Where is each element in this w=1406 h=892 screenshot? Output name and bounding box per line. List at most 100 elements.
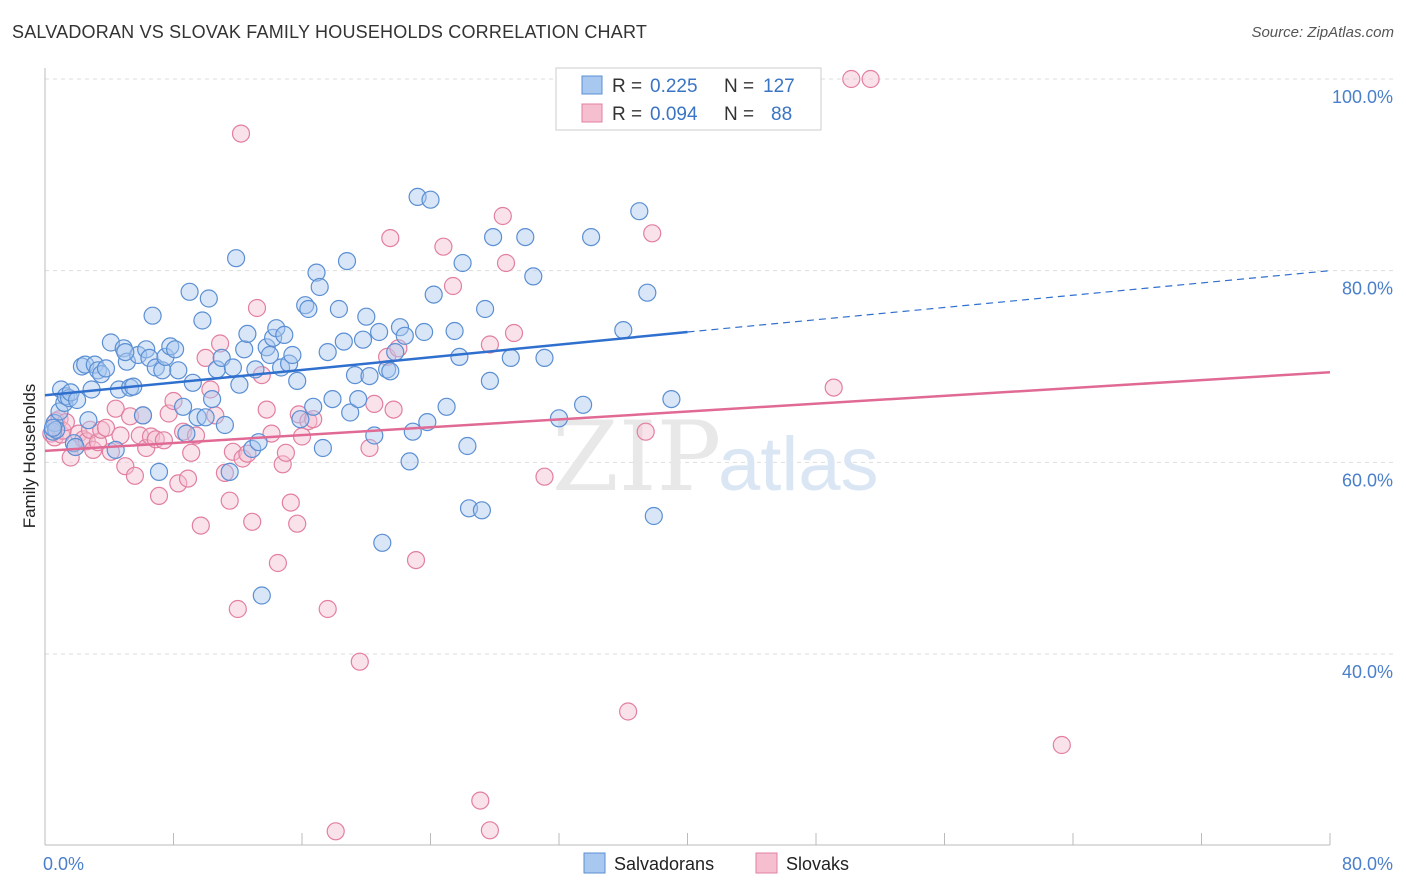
- slovak-point-18: [106, 399, 125, 418]
- slovak-point-64: [350, 652, 369, 671]
- slovak-point-31: [164, 391, 183, 411]
- slovak-point-37: [191, 516, 210, 535]
- salvadoran-point-120: [630, 202, 649, 221]
- salvadoran-point-106: [458, 436, 477, 456]
- salvadoran-point-32: [149, 462, 169, 481]
- salvadoran-point-51: [223, 358, 242, 377]
- salvadoran-point-33: [153, 361, 172, 380]
- bottom-legend-label-slovaks: Slovaks: [786, 854, 849, 874]
- slovak-point-74: [471, 791, 490, 810]
- salvadoran-point-15: [85, 355, 104, 374]
- slovak-point-41: [211, 334, 230, 353]
- legend-n-value: 127: [763, 76, 795, 97]
- salvadoran-point-45: [199, 289, 218, 308]
- salvadoran-point-27: [133, 406, 153, 425]
- slovak-point-75: [480, 335, 499, 354]
- salvadoran-point-110: [480, 371, 499, 390]
- salvadoran-point-74: [310, 277, 329, 297]
- salvadoran-point-112: [501, 348, 520, 367]
- slovak-point-78: [496, 253, 516, 273]
- legend-r-label: R =: [612, 76, 642, 97]
- salvadoran-point-77: [323, 390, 342, 409]
- salvadoran-point-95: [400, 452, 419, 471]
- salvadoran-point-75: [313, 438, 332, 458]
- chart-title: SALVADORAN VS SLOVAK FAMILY HOUSEHOLDS C…: [12, 22, 648, 42]
- salvadoran-point-29: [140, 348, 159, 367]
- salvadoran-point-76: [318, 343, 337, 362]
- bottom-legend-swatch-salvadorans: [583, 852, 606, 874]
- slovak-point-85: [842, 69, 861, 89]
- salvadoran-point-119: [614, 321, 633, 340]
- salvadoran-point-34: [156, 347, 175, 366]
- slovak-point-48: [243, 512, 262, 531]
- slovak-point-22: [125, 466, 144, 485]
- salvadoran-point-85: [357, 307, 376, 326]
- salvadoran-point-115: [535, 348, 554, 367]
- salvadoran-point-73: [307, 263, 326, 282]
- salvadoran-point-124: [43, 418, 63, 437]
- salvadoran-point-20: [106, 440, 125, 459]
- bottom-legend-label-salvadorans: Salvadorans: [614, 854, 714, 874]
- slovak-point-44: [223, 442, 242, 461]
- y-tick-label: 60.0%: [1342, 470, 1393, 490]
- slovak-point-88: [231, 124, 251, 143]
- salvadoran-point-49: [215, 415, 234, 435]
- slovak-point-63: [326, 822, 345, 841]
- salvadoran-point-52: [227, 249, 246, 268]
- salvadoran-point-100: [421, 190, 440, 209]
- slovak-point-28: [149, 486, 169, 505]
- salvadoran-point-94: [395, 326, 414, 345]
- slovak-point-62: [318, 599, 337, 619]
- slovak-point-55: [276, 443, 295, 462]
- salvadoran-point-118: [581, 228, 601, 247]
- salvadoran-point-62: [264, 328, 283, 347]
- x-tick-label: 80.0%: [1342, 854, 1393, 874]
- salvadoran-point-79: [334, 332, 353, 351]
- salvadoran-point-98: [415, 322, 434, 342]
- slovak-point-19: [111, 426, 130, 445]
- slovak-trend-line: [44, 371, 1331, 453]
- slovak-point-16: [96, 418, 116, 437]
- trend-lines: [44, 270, 1331, 453]
- slovak-point-21: [121, 407, 140, 426]
- watermark-atlas: atlas: [718, 422, 879, 507]
- salvadoran-point-84: [353, 330, 373, 349]
- slovak-point-82: [636, 422, 655, 441]
- slovak-point-53: [268, 553, 287, 573]
- salvadoran-point-122: [644, 506, 663, 526]
- slovak-point-80: [535, 467, 554, 486]
- slovak-point-35: [182, 443, 201, 462]
- salvadoran-point-86: [360, 367, 379, 386]
- slovak-point-38: [196, 348, 215, 367]
- slovak-point-66: [365, 394, 384, 413]
- salvadoran-point-43: [193, 311, 212, 330]
- salvadoran-point-83: [349, 390, 368, 409]
- salvadoran-point-114: [524, 267, 543, 286]
- salvadoran-point-69: [291, 410, 310, 429]
- slovak-point-56: [281, 493, 300, 512]
- salvadoran-point-80: [337, 252, 357, 271]
- salvadoran-point-96: [403, 422, 422, 441]
- bottom-legend-swatch-slovaks: [755, 852, 778, 874]
- slovak-points: [42, 69, 1071, 841]
- salvadoran-point-36: [166, 340, 185, 359]
- salvadoran-point-113: [516, 228, 535, 247]
- salvadoran-point-2: [47, 420, 66, 439]
- y-tick-label: 80.0%: [1342, 279, 1393, 299]
- slovak-point-61: [304, 410, 323, 429]
- slovak-point-32: [169, 474, 188, 493]
- slovak-point-34: [178, 469, 198, 488]
- salvadoran-points: [43, 187, 681, 605]
- salvadoran-point-37: [169, 361, 188, 380]
- salvadoran-point-56: [243, 439, 262, 458]
- legend-r-value: 0.094: [650, 104, 698, 125]
- watermark-zip: ZIP: [552, 401, 721, 513]
- salvadoran-point-93: [390, 318, 410, 337]
- slovak-point-79: [504, 323, 524, 343]
- salvadoran-point-81: [341, 403, 360, 422]
- salvadoran-point-38: [174, 397, 193, 416]
- slovak-point-87: [1052, 735, 1071, 755]
- legend-n-label: N =: [724, 104, 754, 125]
- legend-r-value: 0.225: [650, 76, 698, 97]
